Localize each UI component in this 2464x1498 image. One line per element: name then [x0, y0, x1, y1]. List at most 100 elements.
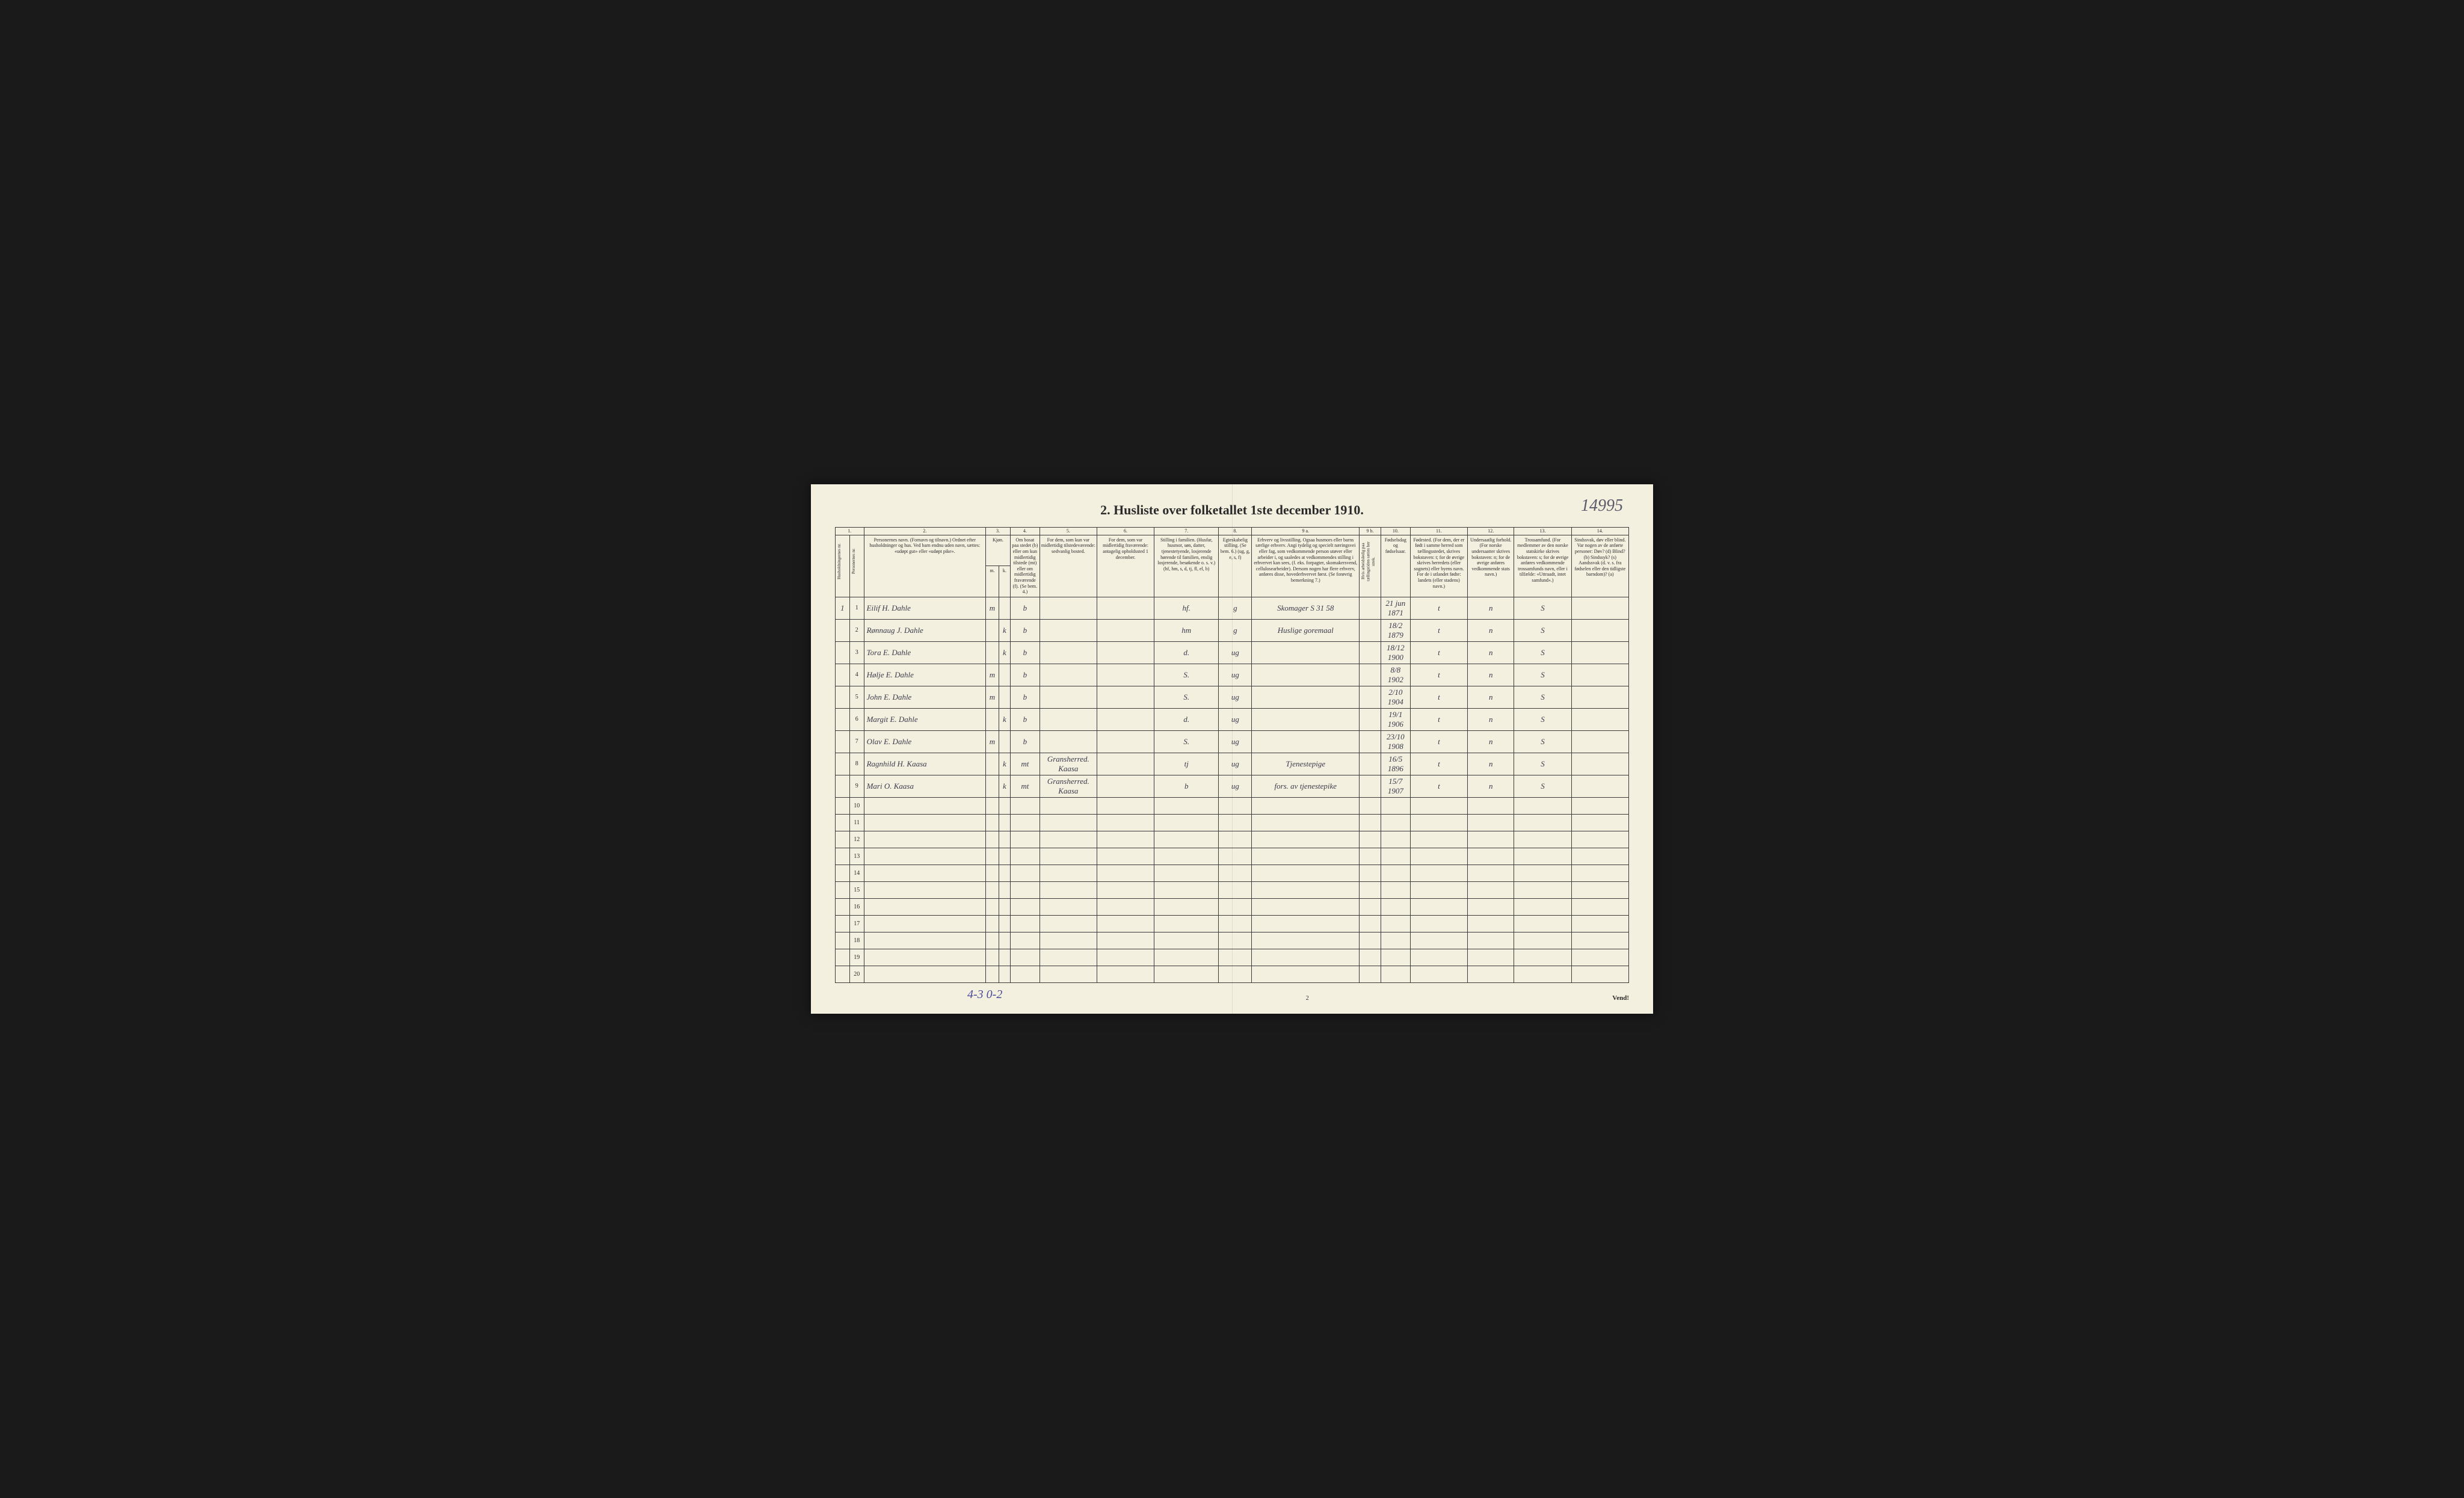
cell-occupation: Tjenestepige: [1252, 753, 1360, 775]
cell-female: k: [999, 641, 1010, 664]
cell-name: Tora E. Dahle: [864, 641, 985, 664]
empty-row: 10: [836, 797, 1629, 814]
cell-disability: [1571, 915, 1628, 932]
hdr-residence: Om bosat paa stedet (b) eller om kun mid…: [1010, 535, 1040, 597]
empty-row: 15: [836, 881, 1629, 898]
cell-family-pos: [1154, 848, 1219, 865]
cell-birthdate: 2/10 1904: [1381, 686, 1410, 708]
cell-birthdate: [1381, 932, 1410, 949]
cell-female: k: [999, 708, 1010, 730]
cell-residence: [1010, 797, 1040, 814]
cell-unemployed: [1360, 797, 1381, 814]
cell-female: k: [999, 619, 1010, 641]
cell-birthplace: [1410, 966, 1467, 982]
hdr-marital: Egteskabelig stilling. (Se bem. 6.) (ug,…: [1219, 535, 1252, 597]
cell-birthdate: [1381, 881, 1410, 898]
cell-usual-residence: Gransherred. Kaasa: [1040, 753, 1097, 775]
cell-disability: [1571, 865, 1628, 881]
cell-birthdate: 8/8 1902: [1381, 664, 1410, 686]
cell-residence: b: [1010, 597, 1040, 619]
hdr-female: k.: [999, 566, 1010, 597]
hdr-temp-present: For dem, som kun var midlertidig tilsted…: [1040, 535, 1097, 597]
cell-disability: [1571, 848, 1628, 865]
cell-unemployed: [1360, 686, 1381, 708]
cell-residence: b: [1010, 664, 1040, 686]
cell-person-num: 19: [849, 949, 864, 966]
cell-residence: [1010, 848, 1040, 865]
cell-residence: mt: [1010, 775, 1040, 797]
empty-row: 12: [836, 831, 1629, 848]
cell-person-num: 5: [849, 686, 864, 708]
cell-female: [999, 949, 1010, 966]
cell-religion: S: [1514, 775, 1571, 797]
cell-birthdate: [1381, 865, 1410, 881]
cell-female: [999, 898, 1010, 915]
cell-disability: [1571, 898, 1628, 915]
cell-family-pos: [1154, 949, 1219, 966]
cell-whereabouts: [1097, 865, 1154, 881]
cell-marital: [1219, 814, 1252, 831]
cell-marital: [1219, 848, 1252, 865]
cell-usual-residence: [1040, 831, 1097, 848]
cell-birthdate: 21 jun 1871: [1381, 597, 1410, 619]
cell-whereabouts: [1097, 831, 1154, 848]
cell-family-pos: hf.: [1154, 597, 1219, 619]
cell-birthdate: 18/12 1900: [1381, 641, 1410, 664]
cell-whereabouts: [1097, 898, 1154, 915]
cell-name: [864, 881, 985, 898]
colnum-6: 6.: [1097, 528, 1154, 535]
cell-male: [985, 641, 999, 664]
colnum-11: 11.: [1410, 528, 1467, 535]
cell-person-num: 15: [849, 881, 864, 898]
cell-occupation: [1252, 664, 1360, 686]
cell-birthdate: 15/7 1907: [1381, 775, 1410, 797]
colnum-1: 1.: [836, 528, 864, 535]
table-body: 1 1 Eilif H. Dahle m b hf. g Skomager S …: [836, 597, 1629, 982]
cell-whereabouts: [1097, 597, 1154, 619]
cell-occupation: fors. av tjenestepike: [1252, 775, 1360, 797]
cell-usual-residence: [1040, 708, 1097, 730]
cell-occupation: [1252, 848, 1360, 865]
cell-religion: [1514, 915, 1571, 932]
cell-male: m: [985, 686, 999, 708]
cell-birthplace: t: [1410, 775, 1467, 797]
cell-religion: [1514, 966, 1571, 982]
cell-name: [864, 831, 985, 848]
cell-citizenship: [1468, 814, 1514, 831]
cell-male: [985, 865, 999, 881]
cell-residence: b: [1010, 641, 1040, 664]
cell-whereabouts: [1097, 915, 1154, 932]
cell-name: John E. Dahle: [864, 686, 985, 708]
cell-birthplace: [1410, 831, 1467, 848]
cell-usual-residence: [1040, 619, 1097, 641]
page-title: 2. Husliste over folketallet 1ste decemb…: [835, 502, 1629, 518]
handwritten-page-number: 14995: [1581, 496, 1623, 516]
cell-unemployed: [1360, 814, 1381, 831]
cell-family-pos: [1154, 966, 1219, 982]
cell-religion: [1514, 949, 1571, 966]
cell-citizenship: n: [1468, 641, 1514, 664]
cell-whereabouts: [1097, 881, 1154, 898]
cell-unemployed: [1360, 865, 1381, 881]
cell-residence: [1010, 881, 1040, 898]
cell-household: [836, 664, 850, 686]
data-row: 3 Tora E. Dahle k b d. ug 18/12 1900 t n…: [836, 641, 1629, 664]
cell-household: [836, 708, 850, 730]
cell-religion: [1514, 865, 1571, 881]
cell-marital: ug: [1219, 686, 1252, 708]
cell-family-pos: b: [1154, 775, 1219, 797]
cell-unemployed: [1360, 949, 1381, 966]
empty-row: 13: [836, 848, 1629, 865]
cell-usual-residence: [1040, 915, 1097, 932]
cell-citizenship: n: [1468, 708, 1514, 730]
cell-citizenship: [1468, 898, 1514, 915]
cell-person-num: 6: [849, 708, 864, 730]
cell-occupation: Huslige goremaal: [1252, 619, 1360, 641]
cell-residence: b: [1010, 730, 1040, 753]
cell-male: [985, 966, 999, 982]
cell-family-pos: S.: [1154, 686, 1219, 708]
cell-religion: S: [1514, 597, 1571, 619]
cell-person-num: 1: [849, 597, 864, 619]
cell-disability: [1571, 831, 1628, 848]
cell-female: [999, 797, 1010, 814]
